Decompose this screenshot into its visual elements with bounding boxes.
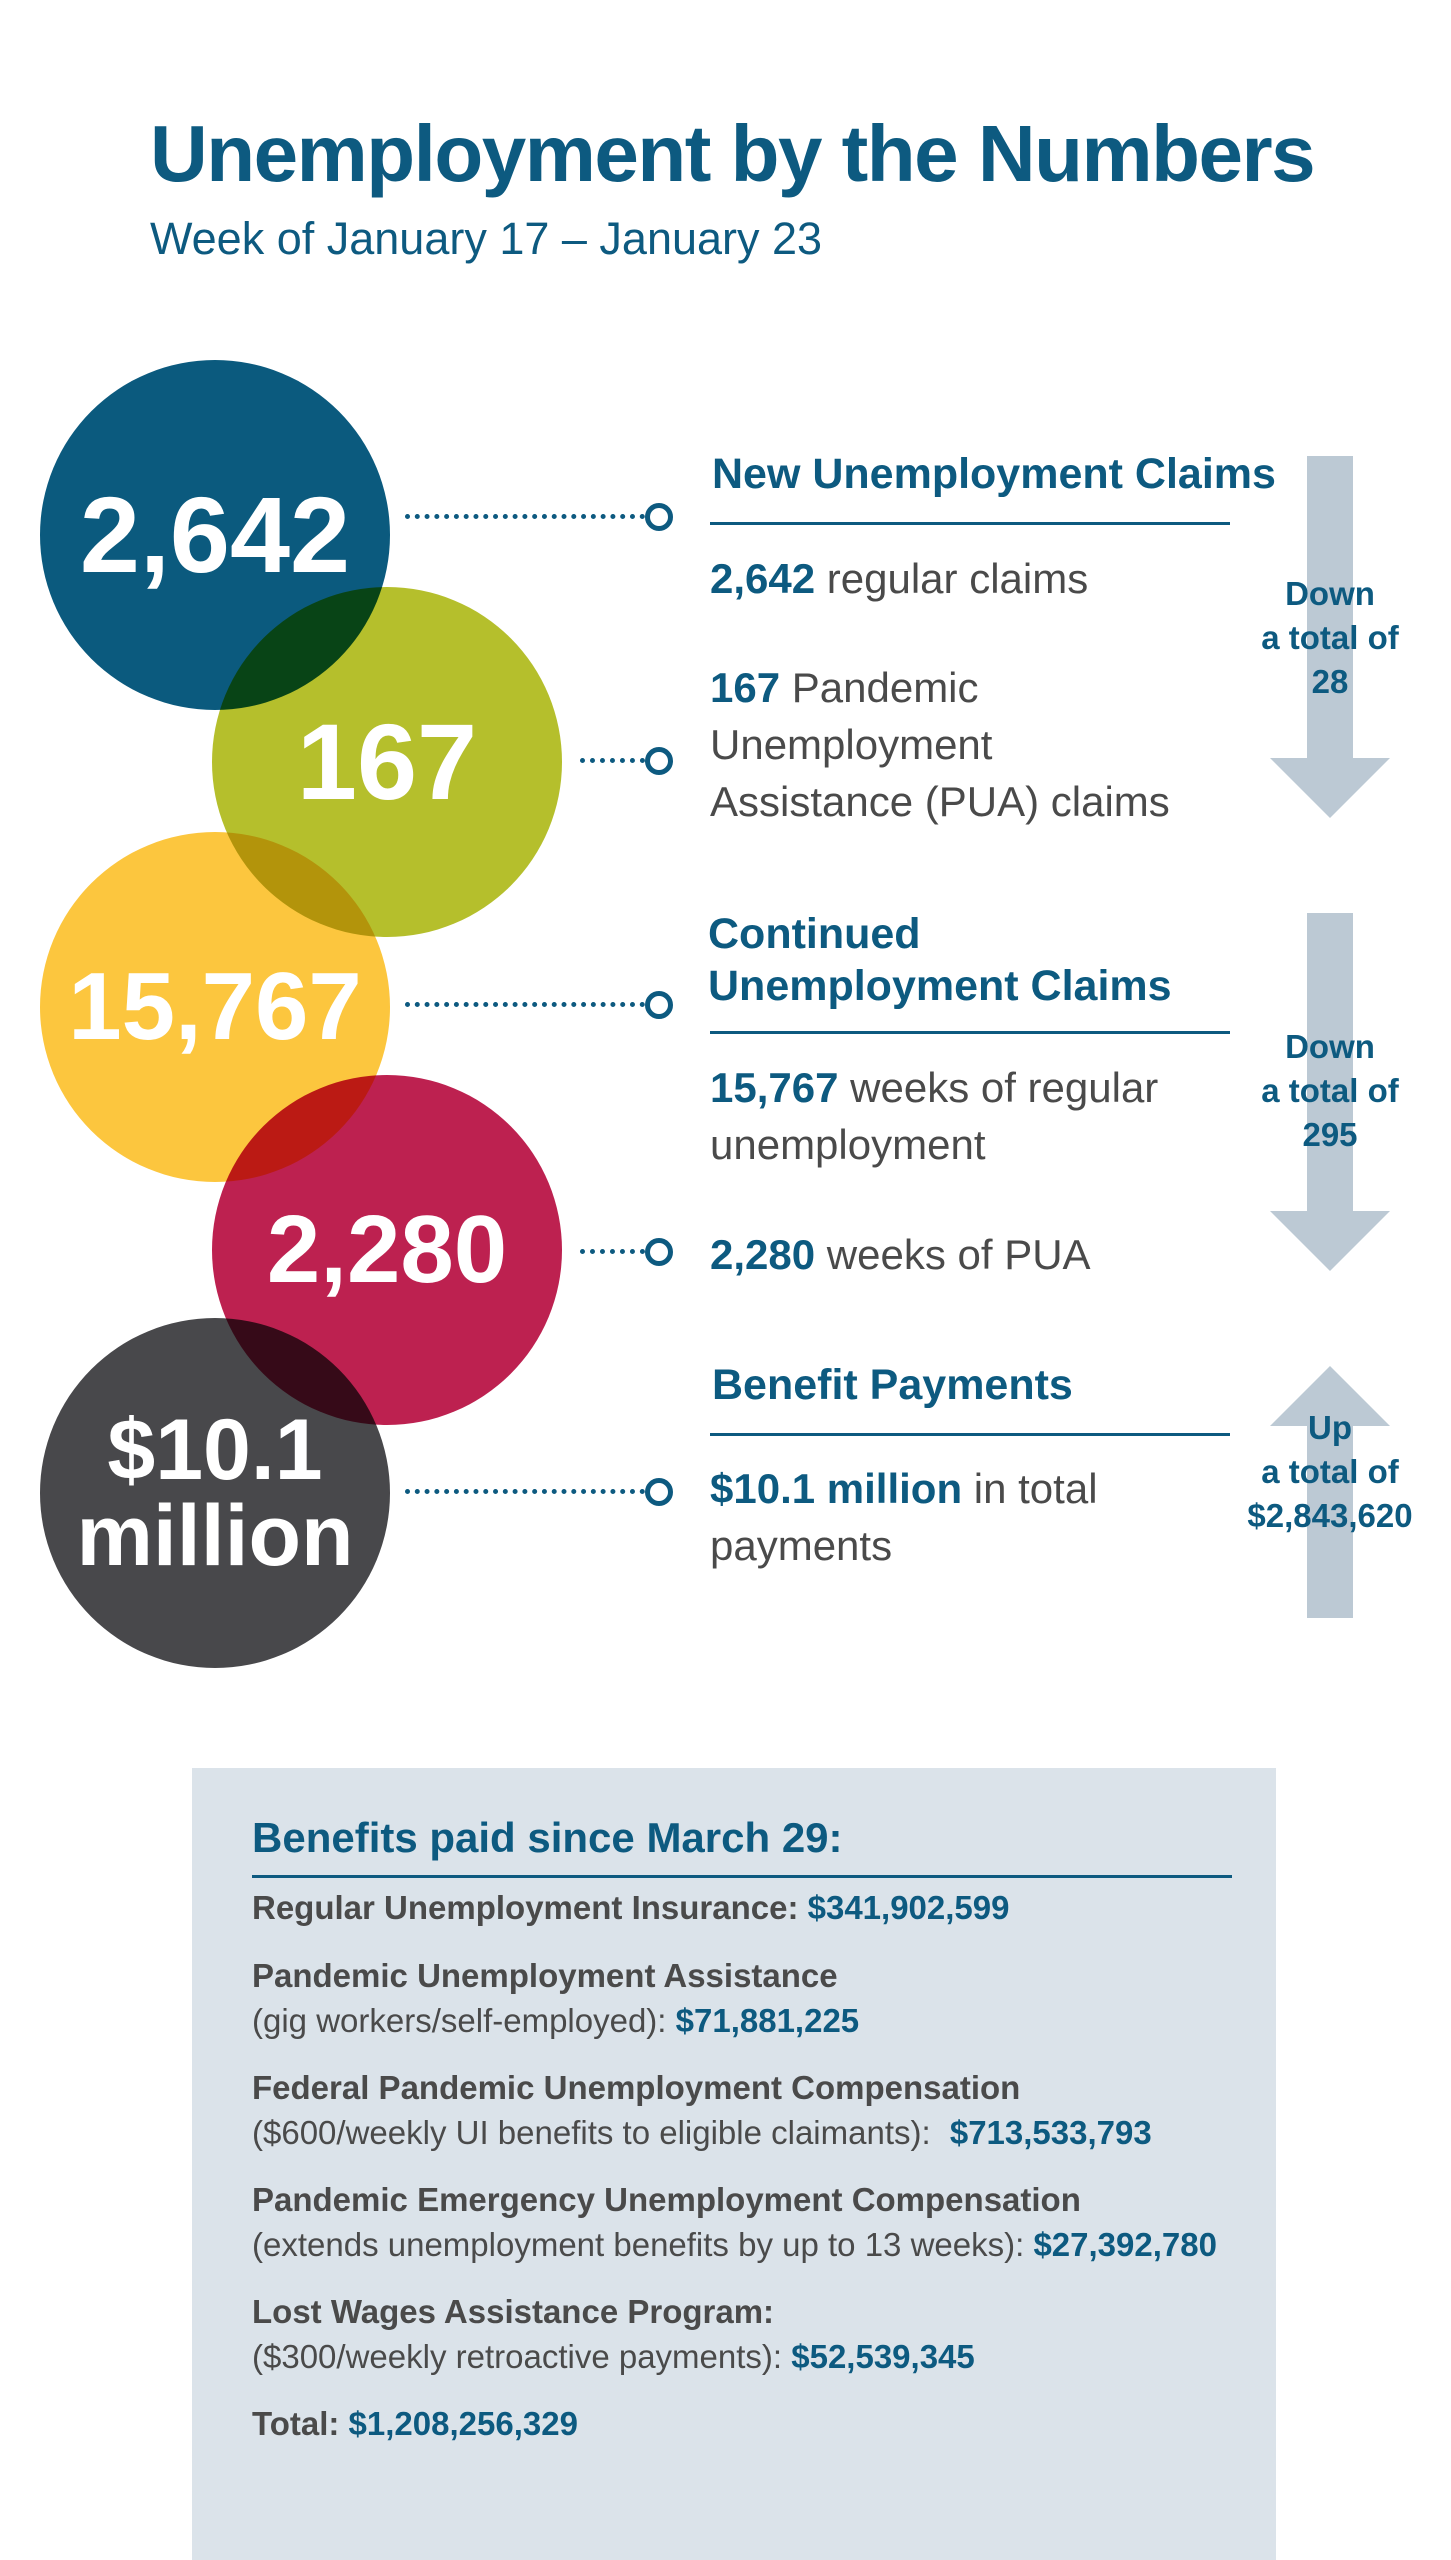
- continued-regular-text-2: unemployment: [710, 1121, 986, 1168]
- circle-value: 15,767: [68, 953, 362, 1060]
- benefit-payments-text: $10.1 million in total: [710, 1460, 1098, 1517]
- fpuc-label: Federal Pandemic Unemployment Compensati…: [252, 2069, 1021, 2106]
- new-pua-claims-text-3: Assistance (PUA) claims: [710, 778, 1170, 825]
- new-pua-claims-number: 167: [710, 664, 781, 711]
- circle-value: 2,280: [266, 1196, 508, 1303]
- peuc-desc: (extends unemployment benefits by up to …: [252, 2226, 1025, 2263]
- pua-amount: $71,881,225: [675, 2002, 860, 2039]
- new-pua-claims-text-2: Unemployment: [710, 721, 993, 768]
- continued-claims-heading-1: Continued: [708, 910, 921, 958]
- continued-pua-number: 2,280: [710, 1231, 816, 1278]
- new-pua-claims-label: Pandemic: [791, 664, 979, 711]
- continued-pua-text: 2,280 weeks of PUA: [710, 1226, 1091, 1283]
- total-row: Total: $1,208,256,329: [252, 2402, 578, 2446]
- pua-label-row: Pandemic Unemployment Assistance: [252, 1954, 838, 1998]
- lwa-label-row: Lost Wages Assistance Program:: [252, 2290, 774, 2334]
- trend-label: a total of: [1261, 619, 1399, 656]
- circle-value-line1: $10.1: [107, 1402, 323, 1498]
- total-amount: $1,208,256,329: [348, 2405, 578, 2442]
- connector-line: [580, 1249, 645, 1254]
- section-divider: [710, 522, 1230, 525]
- connector-knob: [645, 1478, 673, 1506]
- benefit-payments-text-2: payments: [710, 1522, 893, 1569]
- total-label: Total:: [252, 2405, 340, 2442]
- circle-value: 167: [296, 701, 478, 822]
- connector-knob: [645, 503, 673, 531]
- up-arrow-icon: Up a total of $2,843,620: [1247, 1366, 1413, 1618]
- peuc-label: Pandemic Emergency Unemployment Compensa…: [252, 2181, 1081, 2218]
- connector-line: [405, 514, 645, 519]
- lwa-amount: $52,539,345: [791, 2338, 975, 2375]
- regular-ui-label: Regular Unemployment Insurance:: [252, 1889, 799, 1926]
- continued-pua-label: weeks of PUA: [826, 1231, 1091, 1278]
- section-divider: [710, 1433, 1230, 1436]
- peuc-amount: $27,392,780: [1033, 2226, 1217, 2263]
- fpuc-amount: $713,533,793: [949, 2114, 1152, 2151]
- regular-ui-amount: $341,902,599: [807, 1889, 1010, 1926]
- connector-knob: [645, 1238, 673, 1266]
- connector-line: [405, 1002, 645, 1007]
- continued-regular-label: weeks of regular: [850, 1064, 1159, 1111]
- pua-desc: (gig workers/self-employed):: [252, 2002, 667, 2039]
- circle-value-line2: million: [76, 1488, 354, 1584]
- peuc-desc-row: (extends unemployment benefits by up to …: [252, 2223, 1217, 2267]
- page-title: Unemployment by the Numbers: [150, 109, 1316, 198]
- circle-value: 2,642: [79, 474, 351, 595]
- benefits-since-panel: Benefits paid since March 29: Regular Un…: [192, 1768, 1276, 2560]
- circle-new-regular-claims: 2,642: [40, 360, 390, 710]
- fpuc-label-row: Federal Pandemic Unemployment Compensati…: [252, 2066, 1020, 2110]
- trend-direction: Up: [1308, 1409, 1352, 1446]
- continued-regular-number: 15,767: [710, 1064, 839, 1111]
- benefit-payments-label: in total: [973, 1465, 1098, 1512]
- connector-knob: [645, 747, 673, 775]
- down-arrow-icon: Down a total of 295: [1261, 913, 1399, 1271]
- trend-label: a total of: [1261, 1072, 1399, 1109]
- trend-value: 295: [1302, 1116, 1358, 1153]
- trend-label: a total of: [1261, 1453, 1399, 1490]
- continued-regular-text: 15,767 weeks of regular: [710, 1059, 1158, 1116]
- trend-value: $2,843,620: [1247, 1497, 1413, 1534]
- benefit-payments-heading: Benefit Payments: [712, 1361, 1073, 1409]
- lwa-desc-row: ($300/weekly retroactive payments): $52,…: [252, 2335, 975, 2379]
- continued-claims-heading-2: Unemployment Claims: [708, 962, 1172, 1010]
- down-arrow-icon: Down a total of 28: [1261, 456, 1399, 818]
- new-pua-claims-text: 167 Pandemic: [710, 659, 979, 716]
- pua-desc-row: (gig workers/self-employed): $71,881,225: [252, 1999, 859, 2043]
- fpuc-desc: ($600/weekly UI benefits to eligible cla…: [252, 2114, 931, 2151]
- peuc-label-row: Pandemic Emergency Unemployment Compensa…: [252, 2178, 1081, 2222]
- new-regular-claims-text: 2,642 regular claims: [710, 550, 1088, 607]
- trend-value: 28: [1311, 663, 1349, 700]
- page-subtitle: Week of January 17 – January 23: [150, 213, 823, 264]
- circle-benefit-payments: $10.1 million: [40, 1318, 390, 1668]
- section-divider: [710, 1031, 1230, 1034]
- regular-ui-row: Regular Unemployment Insurance: $341,902…: [252, 1886, 1010, 1930]
- benefit-payments-amount: $10.1 million: [710, 1465, 963, 1512]
- fpuc-desc-row: ($600/weekly UI benefits to eligible cla…: [252, 2111, 1152, 2155]
- connector-line: [580, 758, 645, 763]
- connector-knob: [645, 991, 673, 1019]
- panel-divider: [252, 1875, 1232, 1878]
- benefits-since-title: Benefits paid since March 29:: [252, 1814, 843, 1861]
- lwa-label: Lost Wages Assistance Program:: [252, 2293, 775, 2330]
- circle-value: $10.1 million: [76, 1407, 353, 1579]
- new-regular-claims-label: regular claims: [826, 555, 1089, 602]
- trend-direction: Down: [1285, 1028, 1375, 1065]
- new-claims-heading: New Unemployment Claims: [712, 450, 1276, 498]
- connector-line: [405, 1489, 645, 1494]
- new-regular-claims-number: 2,642: [710, 555, 816, 602]
- pua-label: Pandemic Unemployment Assistance: [252, 1957, 838, 1994]
- lwa-desc: ($300/weekly retroactive payments):: [252, 2338, 783, 2375]
- trend-direction: Down: [1285, 575, 1375, 612]
